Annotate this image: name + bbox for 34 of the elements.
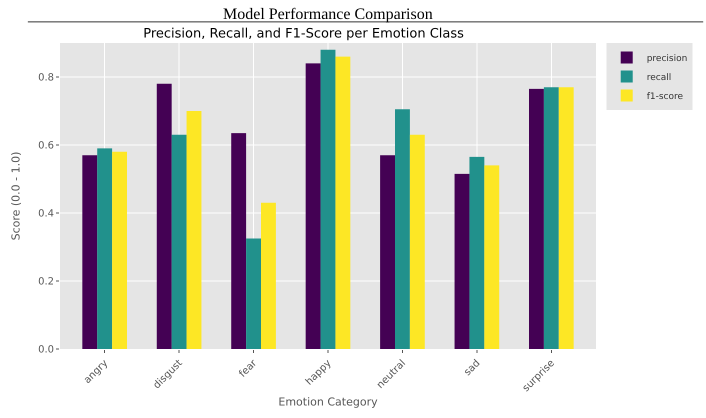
bar [380, 155, 395, 349]
y-tick-label: 0.6 [38, 140, 54, 152]
bar [544, 87, 559, 349]
bar [261, 202, 276, 349]
bar [97, 148, 112, 349]
legend-label: recall [646, 73, 672, 84]
bar [246, 238, 261, 349]
y-tick-label: 0.8 [38, 72, 54, 84]
bar [320, 50, 336, 349]
bar [395, 109, 410, 349]
bar [454, 174, 470, 349]
bar [172, 134, 187, 349]
bar [306, 63, 321, 349]
bar [231, 133, 246, 349]
bar [410, 134, 425, 349]
bar [529, 88, 544, 349]
chart-title: Precision, Recall, and F1-Score per Emotion Class [143, 26, 464, 42]
bar [186, 111, 202, 349]
bar [156, 84, 172, 349]
legend-label: f1-score [646, 92, 684, 102]
y-tick-label: 0.4 [38, 208, 54, 220]
bar [335, 56, 350, 349]
bar [558, 87, 574, 349]
bar [112, 152, 127, 349]
y-tick-label: 0.0 [38, 344, 54, 356]
y-axis-title: Score (0.0 - 1.0) [10, 152, 23, 240]
bar [82, 155, 98, 349]
legend-label: precision [646, 54, 688, 64]
text: Model Performance Comparison [223, 6, 433, 23]
bar [469, 156, 484, 349]
y-tick-label: 0.2 [38, 276, 54, 288]
x-axis-title: Emotion Category [278, 395, 378, 408]
bar [484, 165, 500, 349]
x-tick-label: sad [462, 358, 483, 378]
